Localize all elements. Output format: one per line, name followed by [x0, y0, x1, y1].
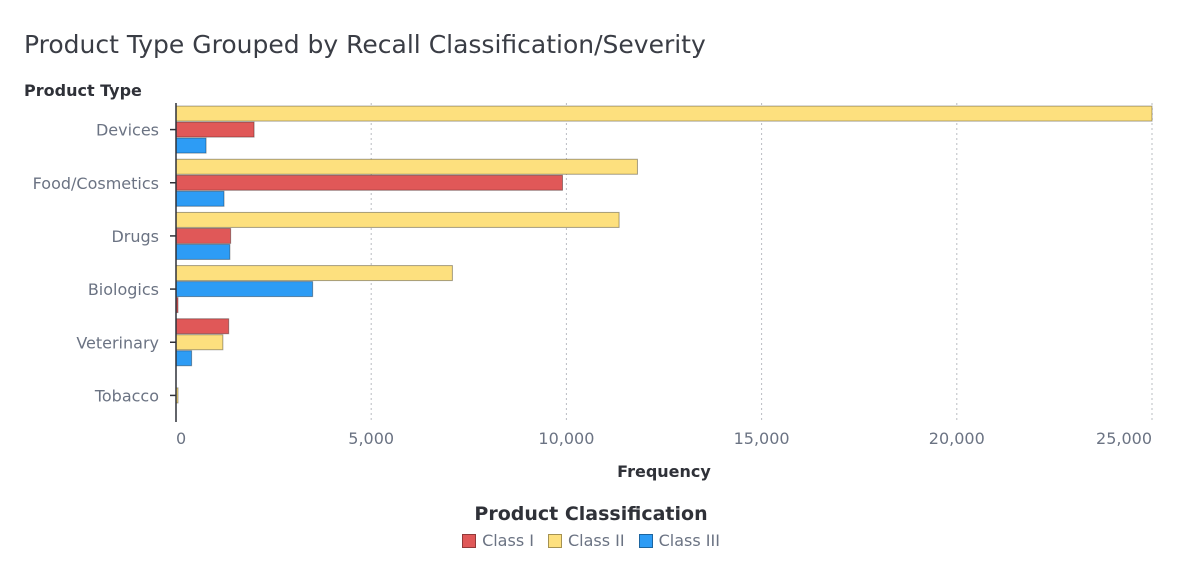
chart-title: Product Type Grouped by Recall Classific… — [24, 30, 706, 59]
legend-swatch-class-ii — [547, 533, 562, 548]
bar-food-cosmetics-class-i — [175, 174, 563, 191]
bar-food-cosmetics-class-ii — [175, 158, 638, 175]
y-tick-label: Food/Cosmetics — [33, 174, 159, 193]
bar-veterinary-class-iii — [175, 350, 193, 367]
legend-item-class-i[interactable]: Class I — [462, 531, 534, 550]
y-axis-title: Product Type — [24, 81, 142, 100]
y-tick-label: Veterinary — [76, 333, 159, 352]
bar-veterinary-class-i — [175, 318, 230, 335]
x-tick-label: 0 — [176, 429, 186, 448]
x-tick-label: 5,000 — [348, 429, 394, 448]
bar-biologics-class-ii — [175, 265, 453, 282]
bar-drugs-class-i — [175, 227, 232, 244]
y-tick-label: Biologics — [88, 280, 159, 299]
x-tick-label: 20,000 — [929, 429, 985, 448]
x-tick-label: 10,000 — [538, 429, 594, 448]
bar-devices-class-ii — [175, 105, 1153, 122]
x-tick-label: 15,000 — [734, 429, 790, 448]
legend-label-class-i: Class I — [482, 531, 534, 550]
bar-drugs-class-iii — [175, 243, 231, 260]
y-tick-label: Devices — [96, 121, 159, 140]
legend-swatch-class-iii — [638, 533, 653, 548]
y-tick-label: Tobacco — [94, 386, 159, 405]
bar-veterinary-class-ii — [175, 334, 224, 351]
bar-food-cosmetics-class-iii — [175, 190, 225, 207]
x-tick-label: 25,000 — [1096, 429, 1152, 448]
legend-label-class-ii: Class II — [567, 531, 625, 550]
bar-biologics-class-iii — [175, 281, 314, 298]
y-tick-label: Drugs — [111, 227, 159, 246]
bar-devices-class-i — [175, 121, 255, 138]
bar-drugs-class-ii — [175, 211, 620, 228]
legend-label-class-iii: Class III — [658, 531, 720, 550]
legend-item-class-ii[interactable]: Class II — [547, 531, 625, 550]
legend-item-class-iii[interactable]: Class III — [638, 531, 720, 550]
legend-title: Product Classification — [474, 503, 708, 525]
legend: Class I Class II Class III — [0, 531, 1182, 550]
bar-devices-class-iii — [175, 137, 207, 154]
x-axis-title: Frequency — [617, 462, 711, 481]
legend-swatch-class-i — [462, 533, 477, 548]
